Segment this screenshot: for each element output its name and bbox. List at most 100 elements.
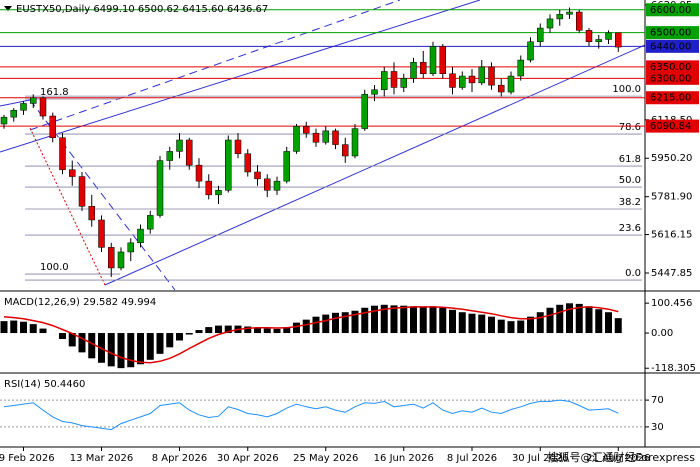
candle-body xyxy=(264,178,271,191)
macd-bar xyxy=(146,333,154,360)
candle-body xyxy=(312,132,320,143)
macd-bar xyxy=(39,328,47,334)
candle-body xyxy=(537,27,544,43)
level-label: 6440.00 xyxy=(650,41,691,52)
candle-body xyxy=(556,14,563,20)
trend-line xyxy=(104,44,646,286)
candle-body xyxy=(400,78,407,88)
candle-body xyxy=(215,190,222,196)
level-label: 6350.00 xyxy=(650,62,691,73)
level-label: 6300.00 xyxy=(650,73,691,84)
candle-body xyxy=(507,75,515,93)
candle-body xyxy=(108,247,115,269)
candle-body xyxy=(478,66,485,84)
trend-line-dashed xyxy=(29,0,401,131)
level-label-box xyxy=(646,60,699,74)
macd-bar xyxy=(536,312,544,334)
macd-bar xyxy=(302,319,310,334)
candle-body xyxy=(517,59,524,77)
candle-body xyxy=(0,116,8,125)
macd-bar xyxy=(380,304,388,334)
candle-body xyxy=(293,126,300,152)
level-label: 6090.84 xyxy=(650,121,691,132)
level-label: 6600.00 xyxy=(650,5,691,16)
candle-body xyxy=(468,75,476,84)
x-tick-label: 16 Jun 2026 xyxy=(374,453,434,464)
candle-body xyxy=(10,110,17,118)
candle-body xyxy=(488,66,495,86)
menu-icon xyxy=(4,6,12,11)
level-label-box xyxy=(646,39,699,53)
candle-body xyxy=(332,130,339,145)
level-label-box xyxy=(646,119,699,133)
y-tick-label: 5447.85 xyxy=(651,268,692,279)
rsi-title: RSI(14) 50.4460 xyxy=(4,379,85,390)
macd-bar xyxy=(341,312,349,334)
macd-bar xyxy=(575,303,583,334)
y-tick-label: -118.305 xyxy=(651,363,696,374)
macd-bar xyxy=(176,333,183,341)
macd-bar xyxy=(614,318,622,334)
candle-body xyxy=(585,30,593,43)
candle-body xyxy=(59,137,66,170)
chart-title: EUSTX50,Daily 6499.10 6500.62 6415.60 64… xyxy=(16,4,268,15)
rsi-line xyxy=(3,399,619,431)
macd-bar xyxy=(546,307,554,334)
y-tick-label: 0.00 xyxy=(651,328,673,339)
level-label: 6215.00 xyxy=(650,93,691,104)
candle-body xyxy=(186,139,193,166)
macd-bar xyxy=(400,305,408,334)
candle-body xyxy=(156,160,164,216)
candle-body xyxy=(117,251,125,269)
macd-bar xyxy=(293,322,300,334)
macd-bar xyxy=(166,333,174,348)
y-tick-label: 70 xyxy=(651,395,664,406)
macd-bar xyxy=(517,320,525,334)
macd-bar xyxy=(322,314,330,334)
y-tick-label: 5781.90 xyxy=(651,192,692,203)
candle-body xyxy=(176,139,183,152)
macd-bar xyxy=(195,330,203,334)
macd-bar xyxy=(224,325,232,334)
candle-body xyxy=(273,180,281,191)
candle-body xyxy=(566,11,573,15)
x-tick-label: 8 Apr 2026 xyxy=(152,453,207,464)
macd-bar xyxy=(10,320,18,334)
candle-body xyxy=(88,206,95,221)
candle-body xyxy=(78,176,86,207)
macd-bar xyxy=(478,314,486,334)
candle-body xyxy=(283,151,290,182)
fib-label: 23.6 xyxy=(619,223,641,234)
x-tick-label: 13 Mar 2026 xyxy=(70,453,133,464)
macd-bar xyxy=(419,306,427,334)
candle-body xyxy=(69,169,76,177)
macd-bar xyxy=(137,333,144,365)
macd-bar xyxy=(410,306,417,334)
candle-body xyxy=(166,151,173,161)
x-tick-label: 8 Jul 2026 xyxy=(447,453,497,464)
macd-bar xyxy=(156,333,164,354)
candle-body xyxy=(30,97,37,104)
macd-bar xyxy=(107,333,115,367)
macd-bar xyxy=(468,313,476,334)
candle-body xyxy=(459,75,466,88)
macd-bar xyxy=(497,319,505,334)
candle-body xyxy=(254,171,261,180)
candle-body xyxy=(371,89,378,95)
x-tick-label: 30 Jul 2026 xyxy=(512,453,569,464)
candle-body xyxy=(39,97,47,117)
candle-body xyxy=(322,130,329,143)
trend-line xyxy=(0,0,481,153)
candle-body xyxy=(234,139,242,154)
macd-bar xyxy=(273,328,281,334)
candle-body xyxy=(498,84,505,93)
candle-body xyxy=(390,71,398,88)
macd-bar xyxy=(215,325,222,334)
candle-body xyxy=(420,62,427,75)
candle-body xyxy=(49,115,56,138)
macd-bar xyxy=(88,333,96,359)
candle-body xyxy=(303,126,310,134)
level-label-box xyxy=(646,3,699,17)
macd-bar xyxy=(29,324,37,334)
candle-body xyxy=(98,219,105,248)
